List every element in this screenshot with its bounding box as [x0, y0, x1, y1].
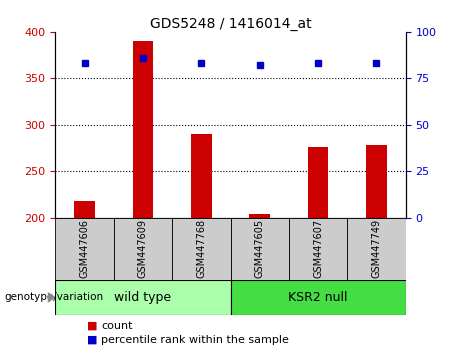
Bar — [366, 145, 387, 218]
Bar — [55, 280, 230, 315]
Text: wild type: wild type — [114, 291, 171, 304]
Text: GSM447607: GSM447607 — [313, 219, 323, 278]
Text: GSM447606: GSM447606 — [79, 219, 89, 278]
Text: percentile rank within the sample: percentile rank within the sample — [101, 335, 290, 345]
Title: GDS5248 / 1416014_at: GDS5248 / 1416014_at — [150, 17, 311, 31]
Text: KSR2 null: KSR2 null — [288, 291, 348, 304]
Bar — [289, 218, 347, 280]
Bar — [55, 218, 114, 280]
Text: ■: ■ — [87, 321, 97, 331]
Text: ■: ■ — [87, 335, 97, 345]
Bar — [347, 218, 406, 280]
Text: genotype/variation: genotype/variation — [5, 292, 104, 302]
Bar — [249, 214, 270, 218]
Bar — [74, 201, 95, 218]
Bar — [191, 134, 212, 218]
Bar — [172, 218, 230, 280]
Bar — [133, 41, 153, 218]
Text: GSM447609: GSM447609 — [138, 219, 148, 278]
Text: GSM447605: GSM447605 — [254, 219, 265, 278]
Bar — [114, 218, 172, 280]
Text: GSM447768: GSM447768 — [196, 219, 207, 278]
Bar — [230, 280, 406, 315]
Bar — [308, 147, 328, 218]
Text: count: count — [101, 321, 133, 331]
Bar — [230, 218, 289, 280]
Text: GSM447749: GSM447749 — [372, 219, 382, 278]
